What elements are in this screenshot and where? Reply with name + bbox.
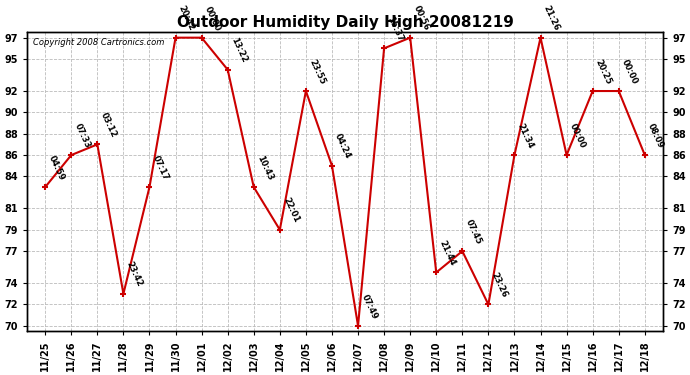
Text: 21:34: 21:34 (515, 122, 535, 150)
Text: 15:37: 15:37 (386, 15, 405, 43)
Text: 00:00: 00:00 (203, 4, 222, 32)
Text: 23:42: 23:42 (125, 261, 144, 288)
Text: 04:24: 04:24 (333, 132, 353, 160)
Text: 07:49: 07:49 (359, 292, 379, 321)
Text: 21:26: 21:26 (542, 4, 562, 32)
Text: 23:55: 23:55 (307, 58, 326, 86)
Text: 20:42: 20:42 (177, 4, 197, 32)
Text: 03:12: 03:12 (99, 111, 118, 139)
Text: 13:22: 13:22 (229, 36, 248, 64)
Text: 20:25: 20:25 (594, 58, 613, 86)
Text: 07:45: 07:45 (464, 218, 483, 246)
Text: 23:26: 23:26 (490, 271, 509, 299)
Text: 00:00: 00:00 (620, 58, 640, 86)
Text: 00:00: 00:00 (568, 122, 587, 150)
Text: 04:59: 04:59 (46, 154, 66, 182)
Text: 10:43: 10:43 (255, 154, 275, 182)
Text: 21:44: 21:44 (437, 239, 457, 267)
Text: 00:56: 00:56 (411, 4, 431, 32)
Text: 07:33: 07:33 (72, 122, 92, 150)
Text: 07:17: 07:17 (151, 154, 170, 182)
Title: Outdoor Humidity Daily High 20081219: Outdoor Humidity Daily High 20081219 (177, 15, 513, 30)
Text: 22:01: 22:01 (281, 196, 301, 225)
Text: Copyright 2008 Cartronics.com: Copyright 2008 Cartronics.com (33, 38, 165, 47)
Text: 08:09: 08:09 (646, 122, 665, 150)
